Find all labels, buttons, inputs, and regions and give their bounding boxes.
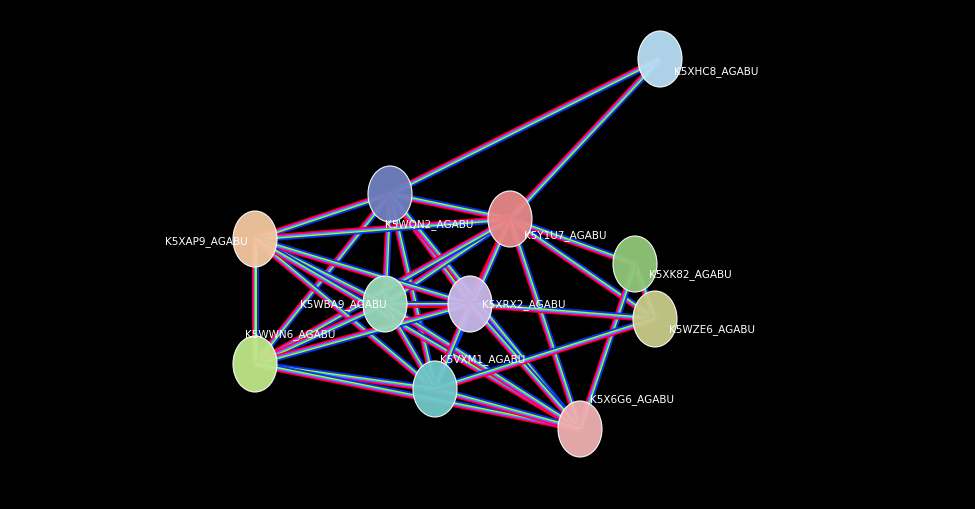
Text: K5VXM1_AGABU: K5VXM1_AGABU [440,354,526,365]
Ellipse shape [488,191,532,247]
Text: K5WQN2_AGABU: K5WQN2_AGABU [385,219,474,230]
Text: K5XHC8_AGABU: K5XHC8_AGABU [674,66,759,77]
Ellipse shape [633,292,677,347]
Text: K5WZE6_AGABU: K5WZE6_AGABU [669,324,755,335]
Text: K5WBA9_AGABU: K5WBA9_AGABU [300,299,387,310]
Text: K5XK82_AGABU: K5XK82_AGABU [649,269,731,280]
Text: K5WWN6_AGABU: K5WWN6_AGABU [245,329,335,340]
Ellipse shape [233,336,277,392]
Ellipse shape [363,276,407,332]
Ellipse shape [558,401,602,457]
Text: K5XAP9_AGABU: K5XAP9_AGABU [165,236,248,247]
Ellipse shape [413,361,457,417]
Ellipse shape [448,276,492,332]
Ellipse shape [368,166,412,222]
Ellipse shape [233,212,277,267]
Ellipse shape [638,32,682,88]
Text: K5Y1U7_AGABU: K5Y1U7_AGABU [524,230,606,241]
Text: K5X6G6_AGABU: K5X6G6_AGABU [590,394,674,405]
Ellipse shape [613,237,657,293]
Text: K5XRX2_AGABU: K5XRX2_AGABU [482,299,566,310]
